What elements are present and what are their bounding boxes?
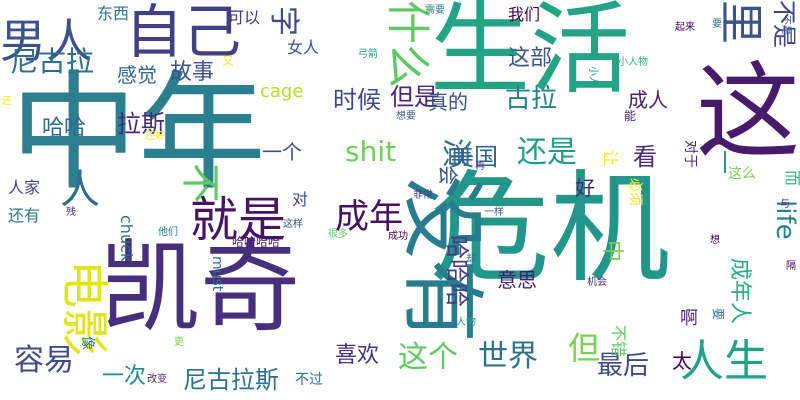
cloud-word: 更 bbox=[174, 337, 184, 348]
cloud-word: 一个 bbox=[262, 140, 302, 164]
cloud-word: 非常 bbox=[413, 190, 433, 201]
cloud-word: 很多 bbox=[328, 229, 348, 240]
cloud-word: must bbox=[209, 256, 225, 292]
cloud-word: 可以 bbox=[228, 8, 261, 27]
cloud-word: 时候 bbox=[333, 86, 381, 114]
cloud-word: 我们 bbox=[508, 5, 541, 24]
cloud-word: 女人 bbox=[287, 38, 320, 57]
cloud-word: 真的 bbox=[428, 90, 468, 114]
cloud-word: 危机 bbox=[430, 160, 670, 299]
cloud-word: 字 bbox=[266, 6, 301, 36]
cloud-word: 意思 bbox=[497, 268, 537, 292]
cloud-word: 世界 bbox=[478, 339, 538, 374]
cloud-word: 残 bbox=[66, 207, 76, 218]
cloud-word: 感觉 bbox=[117, 63, 157, 87]
cloud-word: 还好 bbox=[145, 131, 165, 142]
cloud-word: cage bbox=[260, 81, 304, 102]
cloud-word: 而 bbox=[783, 170, 800, 186]
cloud-word: 一样 bbox=[484, 207, 504, 218]
cloud-word: 这个 bbox=[398, 340, 458, 375]
cloud-word: 对于 bbox=[682, 140, 698, 168]
cloud-word: 成人 bbox=[628, 88, 668, 112]
cloud-word: 好 bbox=[575, 176, 595, 200]
cloud-word: 这 bbox=[695, 51, 800, 173]
cloud-word: 男人 bbox=[0, 14, 92, 68]
cloud-word: 就是 bbox=[190, 192, 287, 248]
cloud-word: 凯奇 bbox=[100, 229, 300, 346]
cloud-word: 改变 bbox=[147, 374, 167, 385]
cloud-word: 啊 bbox=[680, 308, 698, 329]
cloud-word: 自己 bbox=[125, 0, 242, 66]
cloud-word: 再 bbox=[475, 161, 485, 172]
cloud-word: 哈哈哈 bbox=[443, 235, 471, 307]
cloud-word: 让 bbox=[601, 150, 620, 167]
cloud-word: 古拉 bbox=[505, 84, 558, 114]
cloud-word: 他们 bbox=[158, 227, 178, 238]
cloud-word: 中年 bbox=[10, 59, 267, 208]
cloud-word: 人物 bbox=[456, 317, 476, 328]
cloud-word: 小人物 bbox=[618, 57, 648, 68]
cloud-word: 却 bbox=[466, 254, 476, 265]
cloud-word: 人 bbox=[60, 167, 100, 213]
cloud-word: 起来 bbox=[675, 22, 695, 33]
cloud-word: 像 bbox=[79, 336, 95, 350]
cloud-word: 中 bbox=[599, 240, 624, 263]
cloud-word: 喜欢 bbox=[335, 343, 380, 368]
cloud-word: 但 bbox=[568, 329, 601, 367]
cloud-word: 东西 bbox=[97, 4, 130, 23]
cloud-word: 弓箭 bbox=[358, 49, 378, 60]
cloud-word: 能 bbox=[624, 109, 637, 123]
cloud-word: 成年人 bbox=[727, 258, 752, 325]
cloud-word: 这样 bbox=[283, 219, 303, 230]
cloud-word: 与 bbox=[780, 199, 790, 210]
cloud-word: 但是 bbox=[390, 83, 438, 111]
cloud-word: 成年 bbox=[335, 197, 403, 237]
cloud-word: 美国 bbox=[450, 143, 498, 171]
cloud-word: 尼古拉 bbox=[10, 45, 95, 78]
cloud-word: 想要 bbox=[396, 111, 416, 122]
cloud-word: 容易 bbox=[14, 343, 74, 378]
cloud-word: 要 bbox=[712, 19, 722, 30]
cloud-word: 成功 bbox=[388, 231, 408, 242]
cloud-word: 会 bbox=[436, 165, 460, 185]
cloud-word: 人家 bbox=[8, 178, 41, 197]
cloud-word: 最后 bbox=[597, 351, 650, 381]
cloud-word: 不错 bbox=[609, 325, 628, 358]
cloud-word: 一次 bbox=[102, 364, 147, 389]
cloud-word: 里 bbox=[715, 0, 766, 44]
cloud-word: 拉斯 bbox=[117, 110, 165, 138]
cloud-word: 想 bbox=[710, 235, 720, 246]
cloud-word: shit bbox=[345, 135, 397, 168]
cloud-word: 还 bbox=[2, 96, 12, 107]
cloud-word: 看 bbox=[633, 143, 657, 171]
cloud-word: 需要 bbox=[425, 5, 445, 16]
cloud-word: 不过 bbox=[295, 372, 323, 388]
cloud-word: 还有 bbox=[8, 206, 41, 225]
cloud-word: 这么 bbox=[728, 166, 756, 182]
cloud-word: 还是 bbox=[517, 135, 577, 170]
cloud-word: 不是 bbox=[780, 15, 791, 35]
cloud-word: 隔 bbox=[786, 261, 796, 272]
cloud-word: 机会 bbox=[587, 277, 607, 288]
cloud-word: 生活 bbox=[430, 0, 630, 108]
cloud-word: 哈哈哈哈 bbox=[232, 235, 281, 249]
cloud-word: chuck bbox=[117, 215, 136, 263]
cloud-word: 小人 bbox=[587, 66, 598, 86]
cloud-word: 必须 bbox=[627, 178, 643, 206]
cloud-word: 太 bbox=[672, 349, 692, 373]
cloud-word: 这部 bbox=[508, 46, 553, 71]
cloud-word: 什么 bbox=[382, 0, 433, 88]
cloud-word: 哈哈 bbox=[42, 116, 87, 141]
cloud-word: 尼古拉斯 bbox=[183, 366, 279, 394]
cloud-word: 故事 bbox=[170, 60, 215, 85]
cloud-word: 又 bbox=[222, 54, 235, 68]
cloud-word: 对 bbox=[292, 190, 309, 209]
cloud-word: 要 bbox=[711, 308, 725, 321]
cloud-word: 不 bbox=[177, 163, 223, 203]
cloud-word: 人生 bbox=[680, 336, 768, 387]
